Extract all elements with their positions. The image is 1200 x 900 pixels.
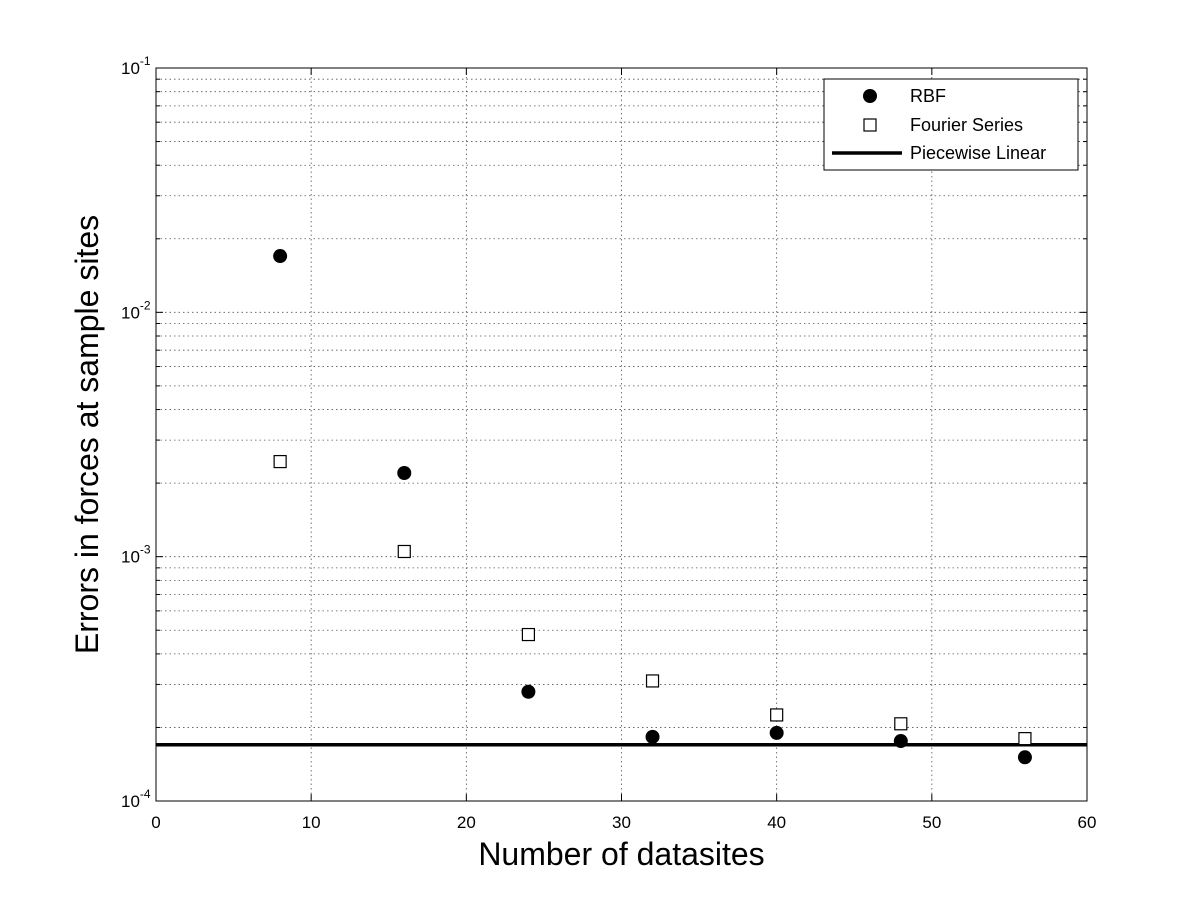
legend: RBF Fourier Series Piecewise Linear: [823, 78, 1079, 171]
legend-linear-label: Piecewise Linear: [910, 143, 1046, 163]
rbf-point: [521, 684, 536, 699]
legend-fourier-marker: [863, 118, 877, 132]
y-tick-exponent: -1: [140, 54, 151, 68]
rbf-point: [893, 734, 908, 749]
rbf-point: [1017, 750, 1032, 765]
x-axis-title: Number of datasites: [478, 836, 764, 872]
fourier-point: [521, 627, 536, 642]
rbf-point: [397, 466, 412, 481]
x-tick-label: 40: [767, 813, 786, 832]
legend-rbf-label: RBF: [910, 86, 946, 106]
x-tick-label: 60: [1078, 813, 1097, 832]
rbf-point: [769, 725, 784, 740]
fourier-point: [770, 708, 784, 722]
fourier-point: [894, 717, 908, 731]
y-tick-exponent: -2: [140, 298, 151, 312]
fourier-point: [397, 544, 411, 559]
x-tick-label: 0: [151, 813, 160, 832]
grid-lines: [156, 68, 1087, 801]
marker-layer: [273, 249, 1032, 765]
fourier-point: [273, 454, 287, 469]
x-tick-label: 30: [612, 813, 631, 832]
x-tick-label: 50: [922, 813, 941, 832]
fourier-point: [645, 674, 660, 688]
fourier-point: [1018, 732, 1032, 746]
y-tick-exponent: -4: [140, 787, 151, 801]
y-tick-exponent: -3: [140, 543, 151, 557]
rbf-point: [645, 729, 660, 744]
rbf-point: [273, 249, 288, 264]
x-tick-label: 20: [457, 813, 476, 832]
legend-rbf-marker: [863, 89, 877, 103]
x-tick-label: 10: [302, 813, 321, 832]
legend-fourier-label: Fourier Series: [910, 115, 1023, 135]
y-axis-title: Errors in forces at sample sites: [69, 215, 105, 654]
